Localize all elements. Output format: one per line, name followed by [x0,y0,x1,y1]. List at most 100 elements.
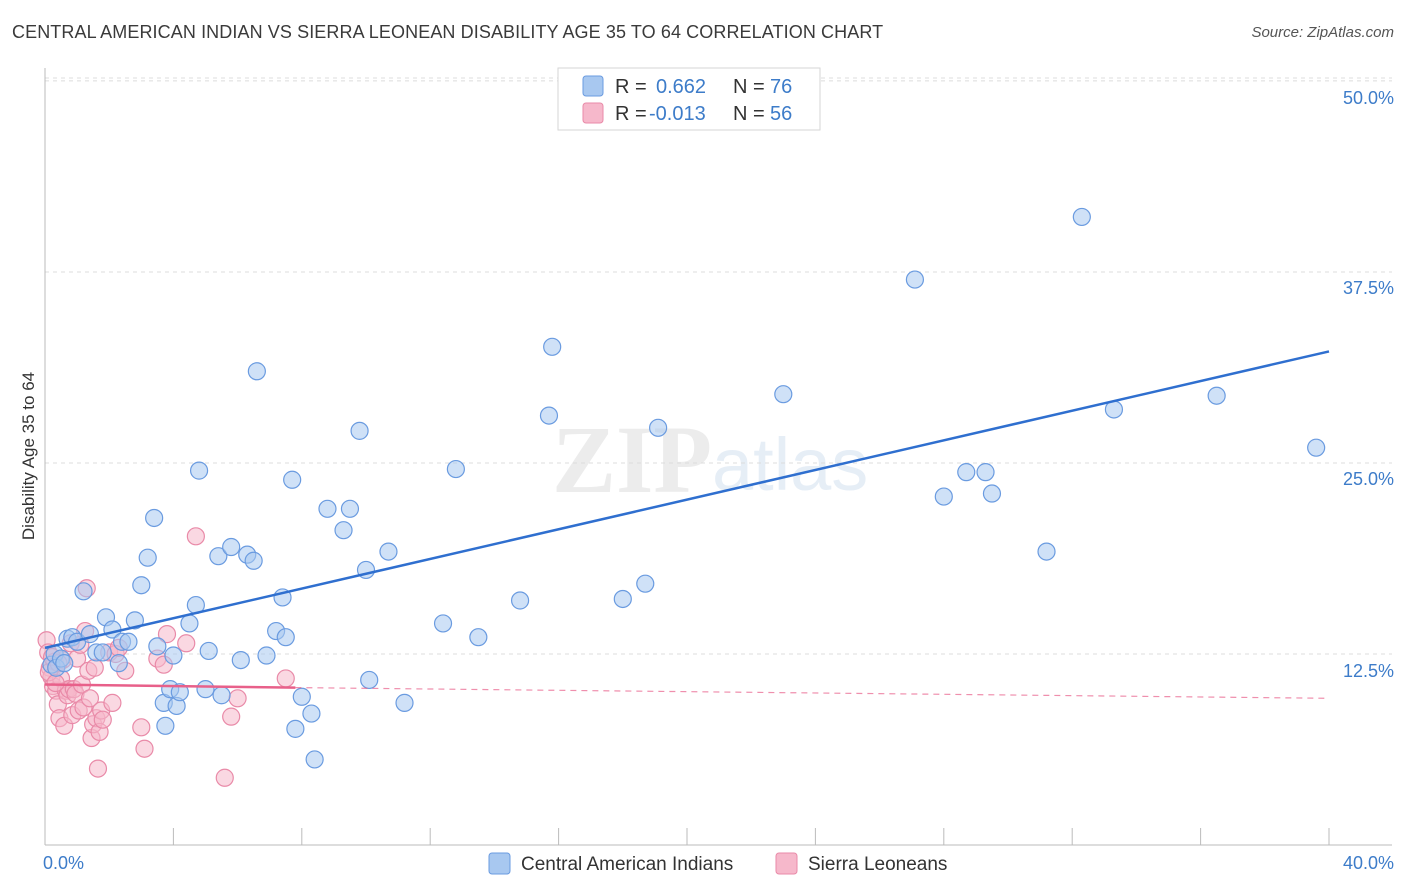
central-american-indian-point-17 [125,611,144,630]
central-american-indian-point-18 [132,576,151,595]
central-american-indian-point-34 [209,547,228,566]
central-american-indian-point-52 [350,421,369,440]
central-american-indian-point-58 [446,459,465,479]
central-american-indian-point-16 [119,632,138,651]
legend-swatch-blue [582,75,604,97]
sierra-leonean-point-48 [215,768,234,787]
sierra-leonean-point-35 [93,710,112,729]
central-american-indian-point-33 [212,686,231,705]
x-tick-label-max: 40.0% [1343,853,1394,873]
central-american-indian-point-36 [231,650,250,670]
central-american-indian-point-68 [934,487,953,506]
central-american-indian-point-31 [199,641,218,661]
chart-title: CENTRAL AMERICAN INDIAN VS SIERRA LEONEA… [12,22,884,42]
central-american-indian-point-25 [164,646,183,665]
source-attribution: Source: ZipAtlas.com [1251,24,1394,41]
central-american-indian-point-32 [196,680,215,699]
sierra-leonean-point-50 [228,689,247,708]
central-american-indian-point-40 [257,646,276,665]
central-american-indian-point-21 [148,637,167,656]
trend-line-sierra-leoneans [44,683,296,689]
y-axis-title: Disability Age 35 to 64 [19,372,38,540]
y-tick-label-25: 25.0% [1343,469,1394,489]
central-american-indian-point-4 [55,654,74,673]
legend-n-label-blue: N = [733,76,765,98]
central-american-indian-point-54 [360,670,379,690]
watermark: ZIP atlas [552,406,868,513]
legend-r-value-pink: -0.013 [649,103,706,125]
sierra-leonean-point-45 [157,625,177,644]
central-american-indian-point-73 [1072,207,1091,227]
bottom-legend-label-pink: Sierra Leoneans [808,854,947,875]
y-tick-label-37-5: 37.5% [1343,278,1394,298]
series-legend: Central American Indians Sierra Leoneans [488,852,947,875]
central-american-indian-point-27 [170,683,189,702]
central-american-indian-point-66 [774,385,793,404]
sierra-leonean-point-49 [222,707,241,726]
trend-lines [44,350,1330,699]
central-american-indian-point-50 [334,521,353,540]
central-american-indian-point-63 [613,589,632,609]
central-american-indian-point-57 [433,614,453,633]
trend-line-central-american-indians [44,350,1330,650]
central-american-indian-point-56 [395,693,414,712]
central-american-indian-point-51 [340,499,360,518]
sierra-leonean-point-30 [85,658,104,677]
bottom-legend-label-blue: Central American Indians [521,854,733,875]
central-american-indian-point-76 [1307,438,1326,457]
central-american-indian-point-8 [74,582,93,601]
bottom-legend-swatch-pink [775,852,798,875]
x-tick-label-min: 0.0% [43,853,84,873]
central-american-indian-point-46 [292,687,311,706]
grid-lines [45,77,1392,655]
sierra-leonean-point-47 [186,527,205,546]
legend-swatch-pink [582,102,604,124]
central-american-indian-point-64 [636,574,655,593]
central-american-indian-point-48 [305,750,324,769]
legend-r-label-blue: R = [615,76,647,98]
central-american-indian-point-61 [539,406,559,425]
trend-line-sierra-leoneans-extension [295,687,1330,699]
sierra-leonean-point-46 [177,634,196,653]
central-american-indian-point-62 [543,337,562,356]
watermark-atlas: atlas [712,423,868,506]
bottom-legend-swatch-blue [488,852,511,875]
central-american-indian-point-69 [957,463,976,482]
central-american-indian-point-30 [189,461,209,480]
legend-n-label-pink: N = [733,103,765,125]
central-american-indian-point-65 [649,418,668,437]
legend-n-value-blue: 76 [770,76,792,98]
y-tick-label-50: 50.0% [1343,88,1394,108]
central-american-indian-point-49 [318,499,337,518]
correlation-legend: R = 0.662 N = 76 R = -0.013 N = 56 [557,67,821,131]
y-tick-label-12-5: 12.5% [1343,661,1394,681]
central-american-indian-point-20 [145,508,164,528]
central-american-indian-point-28 [180,614,199,633]
legend-n-value-pink: 56 [770,103,792,125]
central-american-indian-point-60 [510,591,530,610]
sierra-leonean-point-32 [88,759,108,778]
legend-r-label-pink: R = [615,103,647,125]
sierra-leonean-point-41 [132,718,151,737]
central-american-indian-point-75 [1207,386,1226,405]
central-american-indian-point-11 [93,643,112,662]
axes [44,68,1392,846]
central-american-indian-point-47 [302,704,321,723]
central-american-indian-point-59 [469,628,488,647]
central-american-indian-point-55 [379,542,398,561]
central-american-indian-point-35 [222,537,241,557]
sierra-leonean-point-42 [135,739,154,758]
central-american-indian-point-45 [286,719,305,738]
sierra-leonean-point-37 [103,693,122,712]
central-american-indian-point-70 [976,463,995,482]
legend-r-value-blue: 0.662 [656,76,706,98]
central-american-indian-point-71 [982,484,1002,503]
central-american-indian-point-14 [109,654,128,673]
central-american-indian-point-44 [283,470,302,489]
central-american-indian-point-72 [1037,542,1056,561]
sierra-leonean-point-54 [46,673,65,693]
sierra-leonean-point-27 [80,689,100,708]
watermark-zip: ZIP [552,406,712,513]
central-american-indian-point-23 [156,716,175,735]
